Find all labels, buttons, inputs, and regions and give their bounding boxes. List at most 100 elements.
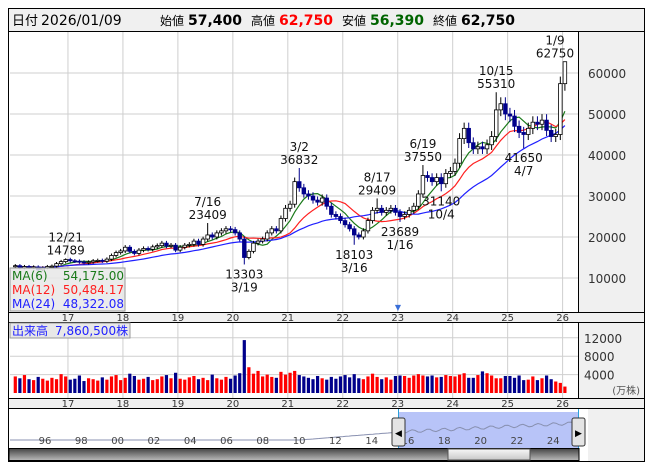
candle-body <box>26 266 32 268</box>
annotation-date: 7/16 <box>194 195 221 209</box>
candle-body <box>287 203 293 209</box>
volume-bar <box>549 379 553 393</box>
volume-bar <box>531 376 535 393</box>
volume-bar <box>132 375 136 393</box>
candle-body <box>516 125 522 133</box>
candle-body <box>397 211 403 217</box>
volume-bar <box>476 375 480 393</box>
annotation-value: 23689 <box>381 225 419 239</box>
volume-tick-label: 8000 <box>584 350 615 364</box>
candle-body <box>182 244 187 248</box>
candle-body <box>535 121 540 125</box>
volume-bar <box>288 372 292 393</box>
annotation-value: 55310 <box>477 77 515 91</box>
annotation-date: 3/16 <box>341 261 368 275</box>
range-navigator[interactable]: 96 98 00 02 04 06 08 10 12 14 16 18 20 22 24 ◀ ▶ <box>8 409 586 461</box>
navigator-right-handle[interactable]: ▶ <box>571 417 586 447</box>
volume-bar <box>270 376 274 393</box>
volume-bar <box>123 377 127 393</box>
annotation-date: 1/16 <box>387 238 414 252</box>
volume-bar <box>334 378 338 393</box>
volume-bar <box>59 374 63 393</box>
close-label: 終値 <box>433 13 457 28</box>
date-value: 2026/01/09 <box>41 13 122 29</box>
candle-body <box>63 259 68 262</box>
volume-bar <box>18 378 22 393</box>
volume-bar <box>45 380 49 393</box>
volume-bar <box>403 375 407 393</box>
volume-bar <box>325 379 329 393</box>
volume-bar <box>517 375 521 393</box>
candle-body <box>136 249 142 254</box>
volume-bar <box>494 378 498 393</box>
annotation-date: 10/4 <box>428 207 455 221</box>
candle-body <box>242 238 247 258</box>
candle-body <box>466 127 471 144</box>
candle-body <box>507 113 513 117</box>
navigator-year-label: 20 <box>474 436 487 447</box>
volume-bar <box>105 379 109 393</box>
volume-bar <box>508 375 512 393</box>
volume-bar <box>563 386 567 393</box>
volume-bar <box>50 377 54 393</box>
volume-bar <box>462 373 466 393</box>
year-tick-label: 25 <box>501 399 514 410</box>
volume-bar <box>522 380 526 393</box>
candle-body <box>416 193 421 207</box>
volume-bar <box>27 379 31 393</box>
candle-body <box>429 177 435 183</box>
navigator-year-label: 02 <box>148 436 161 447</box>
annotation-value: 31140 <box>422 194 460 208</box>
volume-bar <box>73 378 77 393</box>
navigator-scrollbar-thumb[interactable] <box>447 448 531 461</box>
candle-body <box>196 240 201 245</box>
volume-bar <box>251 373 256 393</box>
volume-bar <box>375 376 379 393</box>
candle-body <box>205 234 210 240</box>
annotation-value: 41650 <box>505 151 543 165</box>
year-tick-label: 18 <box>117 313 130 324</box>
volume-bar <box>146 376 150 393</box>
navigator-scrollbar-track[interactable] <box>8 448 580 461</box>
candle-body <box>297 181 302 189</box>
low-label: 安値 <box>342 13 366 28</box>
year-tick-label: 26 <box>556 313 569 324</box>
ma12-label: MA(12) <box>12 283 55 297</box>
candle-body <box>443 173 449 185</box>
volume-bar <box>453 376 457 393</box>
volume-bar <box>137 379 141 393</box>
volume-bar <box>425 376 430 393</box>
annotation-value: 23409 <box>189 208 227 222</box>
candle-body <box>384 209 389 213</box>
navigator-selected-range[interactable] <box>398 412 578 448</box>
annotation-date: 12/21 <box>48 230 83 244</box>
candle-body <box>498 103 503 111</box>
volume-bar <box>439 376 443 393</box>
candle-body <box>210 234 215 238</box>
year-tick-label: 23 <box>391 399 404 410</box>
annotation-date: 10/15 <box>479 64 514 78</box>
volume-bar <box>503 375 507 393</box>
candle-body <box>484 144 490 150</box>
volume-bar <box>178 378 182 393</box>
ma6-label: MA(6) <box>12 269 48 283</box>
annotation-value: 13303 <box>225 267 263 281</box>
volume-bar <box>526 379 530 393</box>
volume-bar <box>86 378 91 393</box>
navigator-year-label: 14 <box>365 436 378 447</box>
volume-bar <box>82 381 86 393</box>
ma12-value: 50,484.17 <box>63 283 124 297</box>
volume-bar <box>36 376 40 393</box>
close-value: 62,750 <box>461 13 515 29</box>
candle-body <box>379 207 384 213</box>
navigator-left-handle[interactable]: ◀ <box>391 417 406 447</box>
volume-bar <box>238 373 242 393</box>
candle-body <box>503 103 508 115</box>
candle-body <box>530 121 536 129</box>
volume-bar <box>393 375 398 393</box>
volume-bar <box>430 375 434 393</box>
volume-bar <box>164 375 169 393</box>
header: 日付 2026/01/09 始値 57,400 高値 62,750 安値 56,… <box>12 13 515 29</box>
annotation-value: 18103 <box>335 248 373 262</box>
candle-body <box>232 229 238 234</box>
